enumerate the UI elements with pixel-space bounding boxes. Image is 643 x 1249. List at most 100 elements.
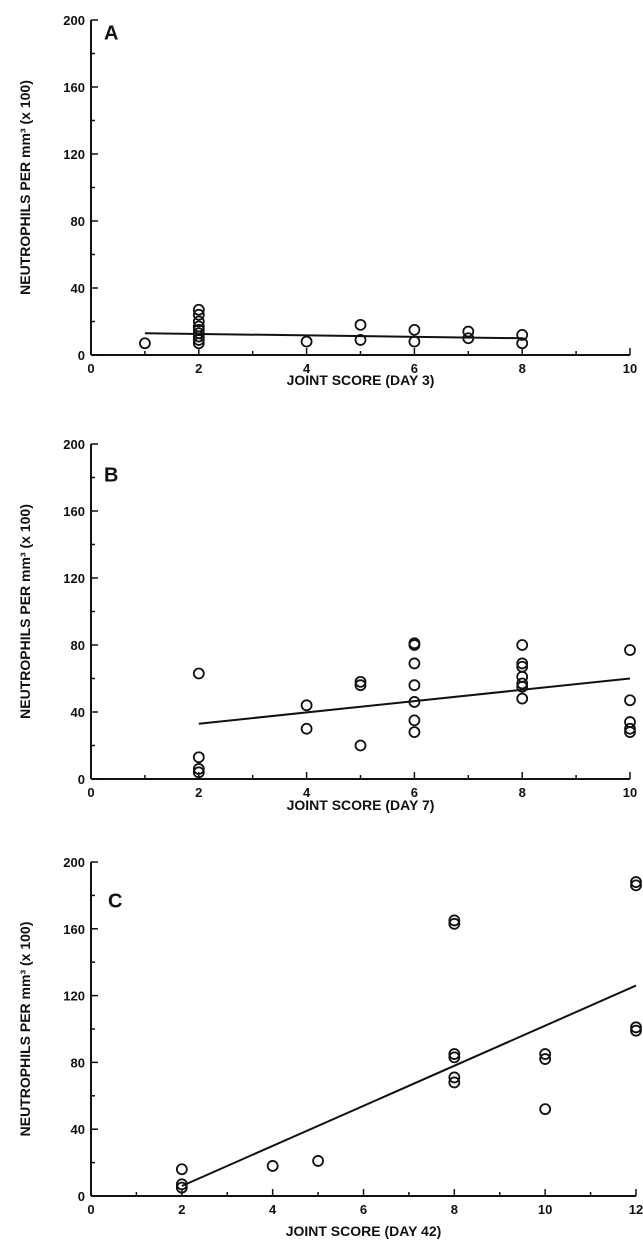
data-point: [192, 763, 205, 775]
data-point: [192, 303, 205, 316]
y-tick-label: 120: [63, 147, 85, 162]
data-point: [516, 692, 529, 705]
y-tick-label: 0: [78, 348, 85, 363]
data-point: [354, 334, 367, 346]
panel-letter: B: [104, 465, 118, 487]
y-tick-label: 160: [63, 80, 85, 95]
data-point: [192, 766, 205, 779]
data-point: [630, 879, 642, 892]
data-point: [624, 694, 636, 707]
regression-line: [198, 677, 631, 725]
data-point: [630, 1021, 642, 1034]
panel-letter: A: [104, 23, 118, 45]
data-point: [516, 677, 529, 690]
data-point: [175, 1181, 188, 1194]
y-tick-label: 200: [63, 13, 85, 28]
y-tick-label: 0: [78, 772, 85, 787]
x-tick-label: 0: [87, 1202, 94, 1217]
data-point: [192, 751, 205, 764]
data-point: [266, 1160, 279, 1172]
data-point: [300, 699, 313, 712]
data-point: [408, 639, 421, 651]
data-point: [354, 739, 367, 752]
x-tick-label: 6: [360, 1202, 367, 1217]
data-point: [516, 328, 529, 341]
x-tick-label: 2: [195, 361, 202, 376]
y-tick-label: 80: [71, 214, 85, 229]
data-point: [448, 1071, 461, 1084]
x-tick-label: 2: [178, 1202, 185, 1217]
data-point: [408, 696, 421, 708]
data-point: [192, 337, 205, 350]
data-point: [630, 876, 642, 888]
data-point: [539, 1053, 552, 1065]
data-point: [408, 726, 421, 738]
y-tick-label: 40: [71, 281, 85, 296]
x-axis-title: JOINT SCORE (DAY 42): [286, 1223, 442, 1239]
data-point: [408, 323, 421, 336]
y-tick-label: 200: [63, 437, 85, 452]
panel-a: 0 40 80 120 160 200 0 2 4 6 8 10 A JOINT SCORE (DAY 3…: [17, 13, 637, 388]
data-point: [192, 334, 205, 346]
y-tick-label: 80: [71, 638, 85, 653]
data-point: [516, 337, 529, 350]
data-point: [300, 335, 313, 348]
x-tick-label: 0: [87, 361, 94, 376]
data-point: [624, 726, 636, 738]
x-tick-label: 8: [519, 785, 526, 800]
data-point: [539, 1048, 552, 1060]
data-point: [462, 332, 475, 345]
data-point: [192, 308, 205, 321]
x-axis-title: JOINT SCORE (DAY 3): [287, 372, 435, 388]
data-point: [448, 1076, 461, 1089]
data-point: [312, 1155, 324, 1167]
data-point: [448, 1048, 461, 1060]
x-tick-label: 0: [87, 785, 94, 800]
x-axis-title: JOINT SCORE (DAY 7): [287, 797, 435, 813]
y-tick-label: 80: [71, 1055, 85, 1070]
y-tick-label: 40: [71, 705, 85, 720]
y-tick-label: 200: [63, 855, 85, 870]
x-tick-label: 8: [451, 1202, 458, 1217]
data-point: [516, 680, 529, 693]
data-point: [192, 667, 205, 680]
data-point: [408, 679, 421, 692]
data-point: [516, 657, 529, 670]
x-tick-label: 10: [623, 361, 637, 376]
data-point: [175, 1163, 188, 1176]
y-tick-label: 120: [63, 989, 85, 1004]
y-tick-label: 120: [63, 571, 85, 586]
data-point: [448, 917, 461, 930]
regression-line: [144, 332, 523, 340]
data-point: [462, 325, 475, 338]
y-axis-title: NEUTROPHILS PER mm³ (x 100): [17, 922, 33, 1137]
data-point: [630, 1024, 642, 1037]
x-tick-label: 4: [269, 1202, 277, 1217]
data-point: [516, 639, 529, 651]
panel-c: 0 40 80 120 160 200 0 2 4 6 8 10 12 C JOINT SCORE (DAY…: [17, 855, 643, 1239]
y-tick-label: 0: [78, 1189, 85, 1204]
x-tick-label: 4: [303, 785, 311, 800]
x-tick-label: 2: [195, 785, 202, 800]
data-point: [354, 675, 367, 688]
data-point: [408, 335, 421, 348]
panel-b: 0 40 80 120 160 200 0 2 4 6 8 10 B JOINT SCORE (DAY 7…: [17, 437, 637, 813]
data-point: [539, 1103, 552, 1116]
x-tick-label: 12: [629, 1202, 643, 1217]
x-tick-label: 10: [623, 785, 637, 800]
y-tick-label: 160: [63, 922, 85, 937]
y-tick-label: 160: [63, 504, 85, 519]
x-tick-label: 6: [411, 361, 418, 376]
regression-line: [181, 984, 637, 1187]
x-tick-label: 10: [538, 1202, 552, 1217]
y-axis-title: NEUTROPHILS PER mm³ (x 100): [17, 80, 33, 295]
x-tick-label: 6: [411, 785, 418, 800]
x-tick-label: 4: [303, 361, 311, 376]
data-point: [624, 722, 636, 735]
data-point: [192, 315, 205, 328]
data-point: [192, 330, 205, 343]
data-point: [175, 1178, 188, 1191]
data-point: [448, 1051, 461, 1064]
x-tick-label: 8: [519, 361, 526, 376]
